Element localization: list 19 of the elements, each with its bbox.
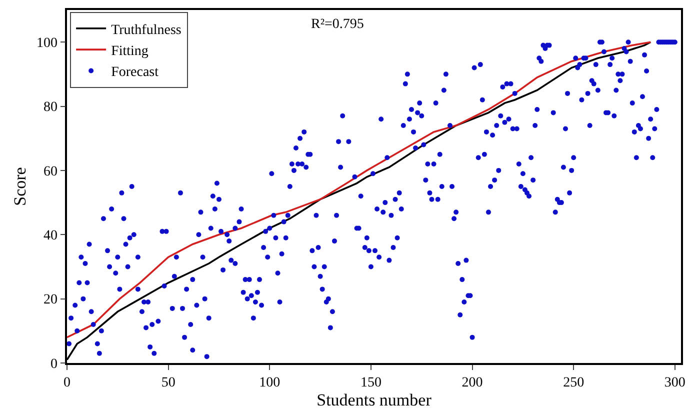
y-tick-label: 100 [36,36,58,51]
legend-label: Forecast [111,65,159,80]
x-tick-label: 150 [360,376,382,391]
annotation: R²=0.795 [311,17,364,32]
y-tick-label: 80 [43,100,58,116]
x-tick-label: 200 [462,376,483,391]
x-tick-label: 300 [664,376,686,391]
y-axis-title: Score [10,167,30,206]
y-tick-label: 0 [50,356,58,372]
y-tick-label: 60 [43,164,58,180]
legend-label: Fitting [111,44,148,60]
y-tick-label: 20 [43,292,58,308]
x-tick-label: 100 [259,376,280,391]
x-tick-label: 250 [563,376,584,391]
y-tick-label: 40 [43,228,58,244]
legend-label: Truthfulness [111,22,182,38]
x-tick-label: 0 [64,376,70,391]
x-tick-label: 50 [161,376,176,391]
x-axis-title: Students number [316,390,432,410]
